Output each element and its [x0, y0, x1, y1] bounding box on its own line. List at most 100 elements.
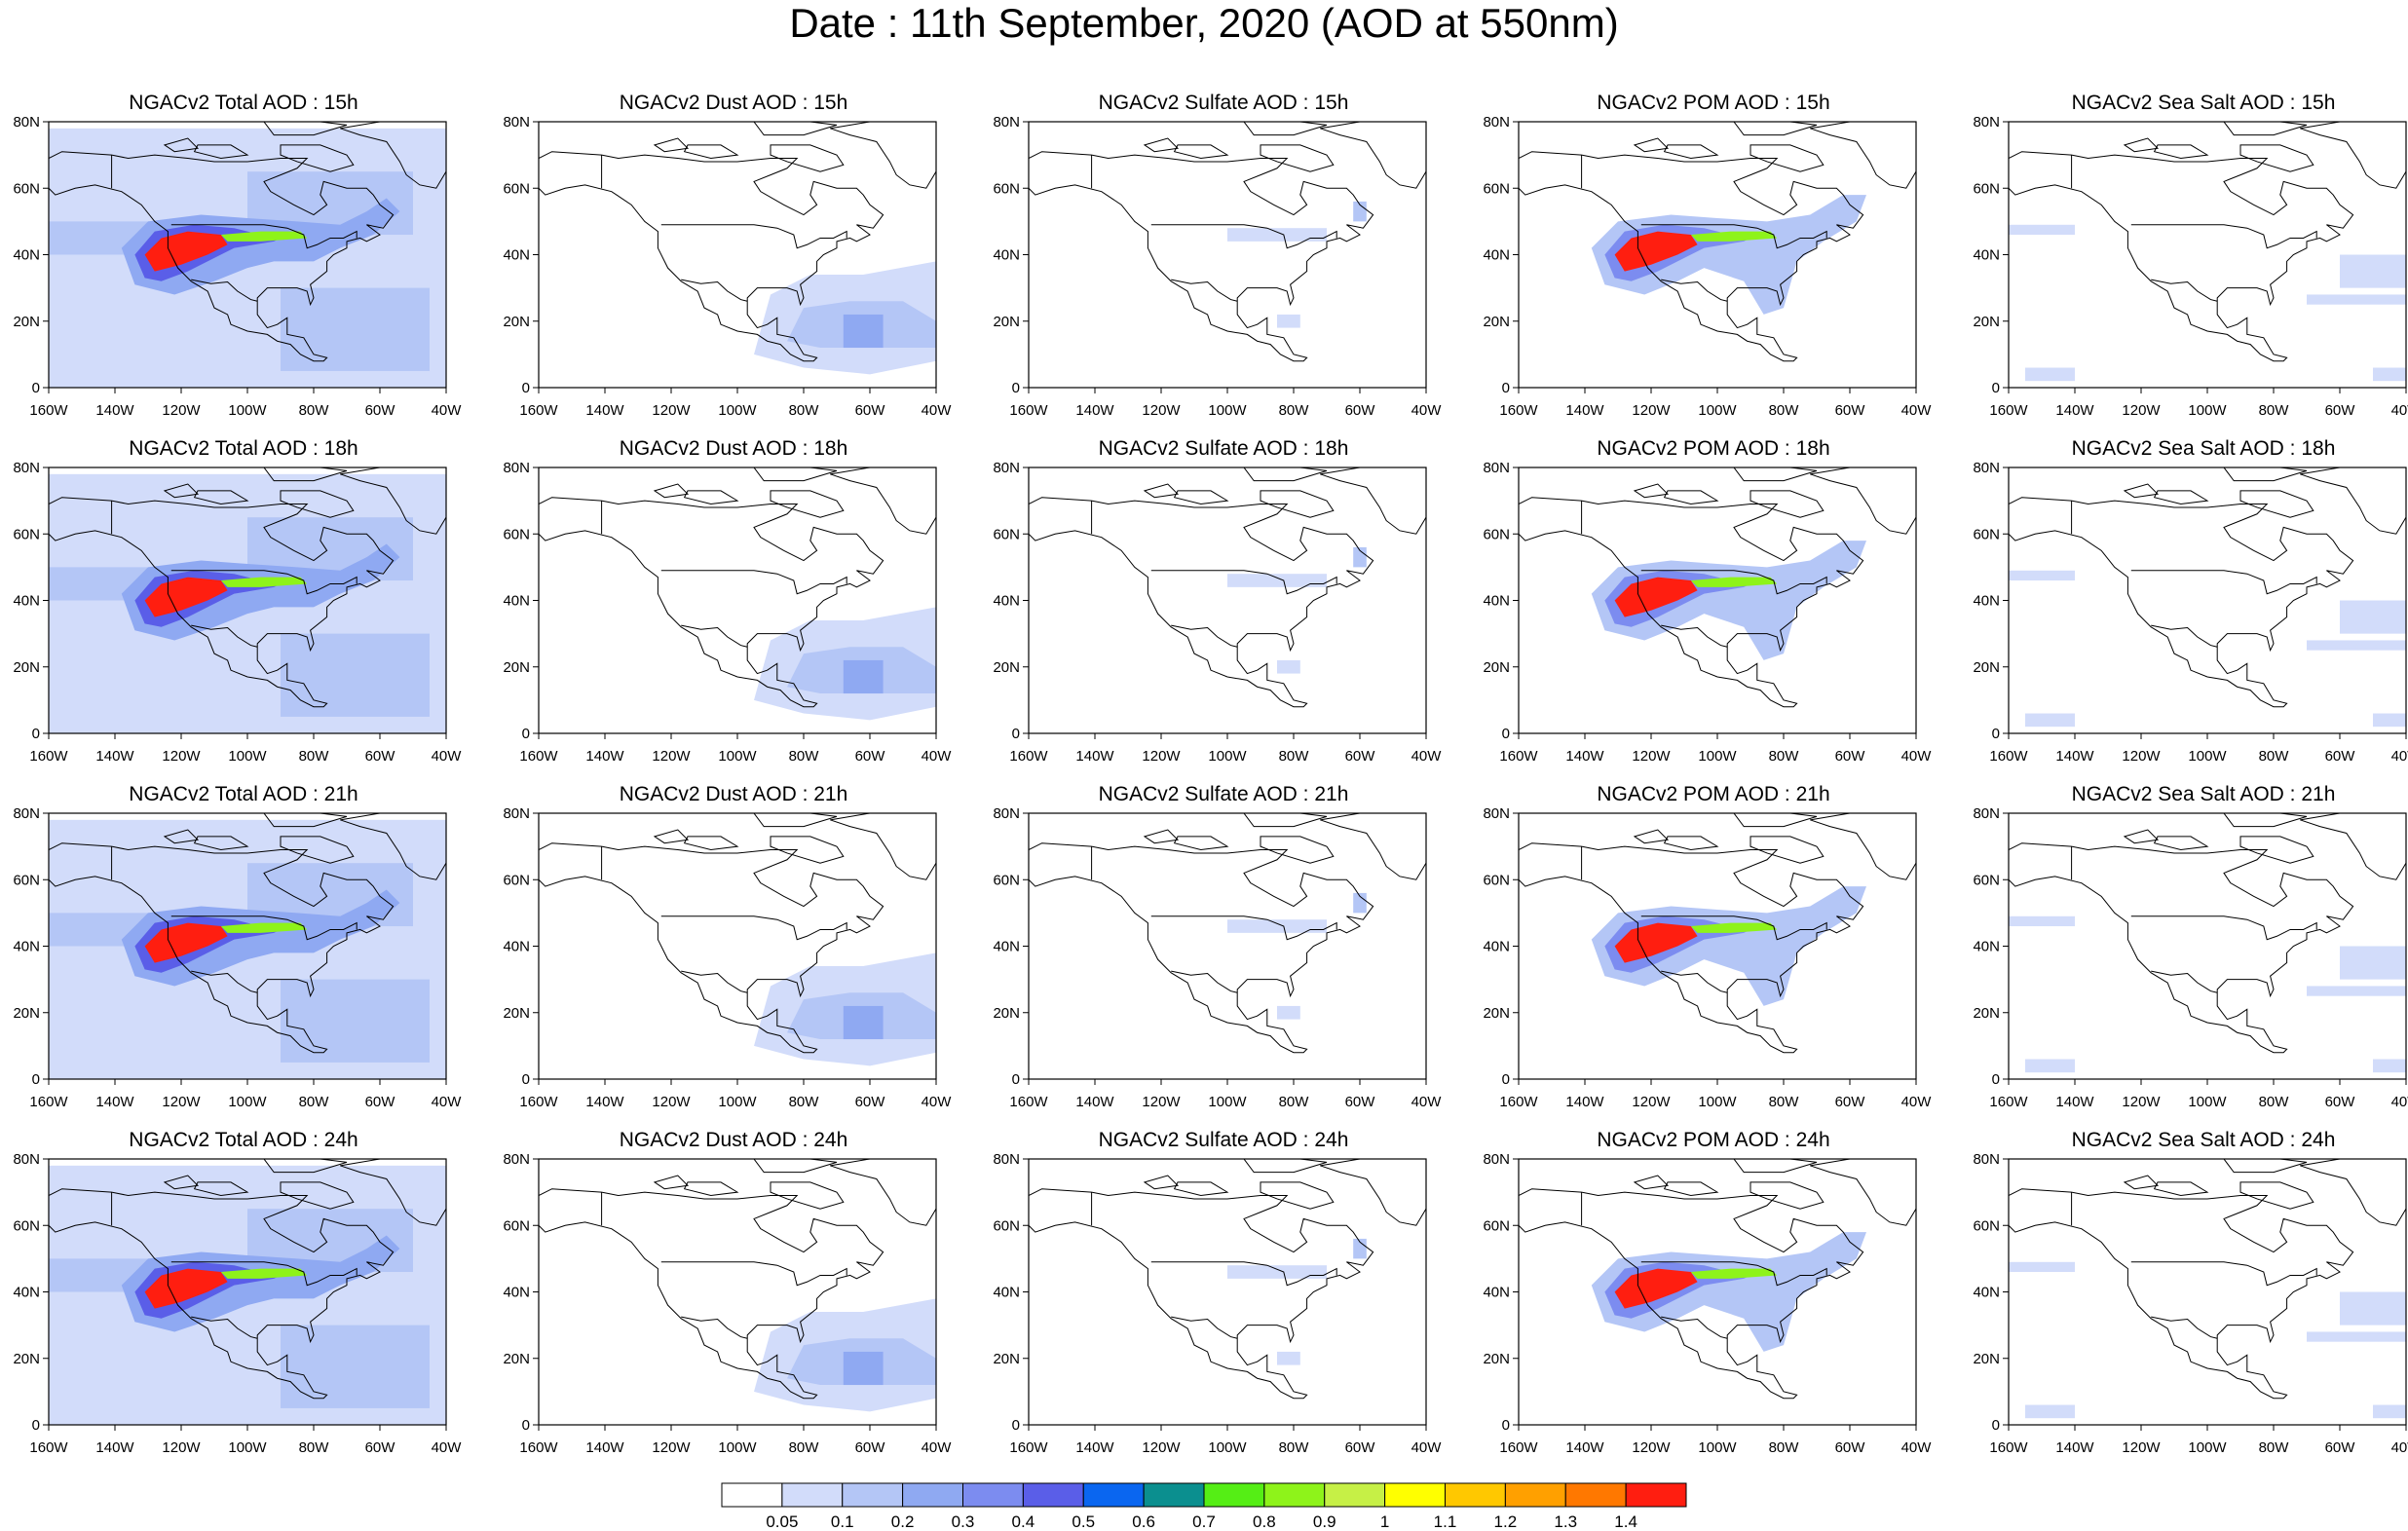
seasalt-band [2373, 1059, 2406, 1073]
plume-red [144, 577, 228, 617]
map-pom: 80N 60N 40N 20N 0 160W 140W 120W 100W 80W 60W 40W [1483, 805, 1932, 1110]
map-panel-sulfate-3: NGACv2 Sulfate AOD : 24h 80N 60N 40N 20N 0 160… [980, 1128, 1442, 1464]
lon-tick-label: 100W [228, 1094, 267, 1110]
panel-title: NGACv2 Dust AOD : 24h [619, 1129, 848, 1151]
seasalt-band [2025, 1404, 2075, 1419]
map-sulfate: 80N 60N 40N 20N 0 160W 140W 120W 100W 80W 60W 40W [993, 114, 1442, 419]
lon-tick-label: 60W [855, 402, 886, 419]
sulfate-spot [1277, 1005, 1300, 1020]
coastline [539, 497, 884, 708]
map-panel-total-1: NGACv2 Total AOD : 18h 80N 60N 40N 20N 0 160W 1… [0, 436, 462, 772]
map-content [1519, 122, 1916, 362]
lon-tick-label: 60W [2325, 402, 2356, 419]
plume-red [1614, 1268, 1698, 1309]
seasalt-band [2340, 600, 2406, 634]
lon-tick-label: 140W [2055, 748, 2094, 765]
lat-tick-label: 60N [1483, 872, 1510, 888]
coastline-island [280, 144, 355, 172]
panel-title: NGACv2 Dust AOD : 18h [619, 437, 848, 460]
colorbar-label: 0.4 [1012, 1512, 1035, 1531]
coastline [1519, 151, 1864, 362]
lon-tick-label: 80W [2259, 748, 2290, 765]
coastline-island [1173, 836, 1229, 851]
lon-tick-label: 160W [29, 402, 68, 419]
country-border [2130, 570, 2317, 595]
coastline-greenland [2300, 1159, 2406, 1226]
lon-tick-label: 140W [1565, 748, 1604, 765]
plume-green [220, 577, 308, 587]
lat-tick-label: 0 [1992, 1417, 2000, 1434]
coastline-island [2223, 813, 2308, 828]
lat-tick-label: 40N [503, 939, 530, 955]
colorbar-swatch [721, 1482, 783, 1508]
lon-tick-label: 160W [29, 1439, 68, 1456]
lon-tick-label: 120W [2122, 1439, 2161, 1456]
lat-tick-label: 40N [1483, 1285, 1510, 1301]
lat-tick-label: 0 [1502, 1071, 1510, 1088]
lat-tick-label: 60N [1973, 872, 2000, 888]
map-content [1519, 1159, 1916, 1400]
coastline [539, 151, 884, 362]
lon-tick-label: 80W [299, 1094, 330, 1110]
lon-tick-label: 160W [1009, 1094, 1048, 1110]
coastline [2009, 1188, 2354, 1400]
sulfate-band [1353, 892, 1367, 914]
lat-tick-label: 60N [993, 180, 1020, 197]
lon-tick-label: 80W [1769, 1439, 1800, 1456]
coastline-island [193, 1181, 249, 1197]
lon-tick-label: 140W [95, 748, 134, 765]
haze-band [281, 633, 430, 717]
lat-tick-label: 20N [1973, 1005, 2000, 1022]
plume-green [220, 231, 308, 242]
lat-tick-label: 0 [522, 380, 530, 396]
map-total: 80N 60N 40N 20N 0 160W 140W 120W 100W 80W 60W 40W [13, 805, 462, 1110]
colorbar-swatch [1324, 1482, 1386, 1508]
lat-tick-label: 0 [1992, 726, 2000, 742]
coastline-island [1663, 836, 1719, 851]
lon-tick-label: 60W [2325, 748, 2356, 765]
lat-tick-label: 20N [993, 1005, 1020, 1022]
coastline-island [1750, 1181, 1825, 1210]
colorbar-label: 0.8 [1253, 1512, 1276, 1531]
colorbar-label: 1.2 [1494, 1512, 1518, 1531]
lon-tick-label: 120W [652, 402, 691, 419]
map-content [1029, 122, 1426, 362]
map-dust: 80N 60N 40N 20N 0 160W 140W 120W 100W 80W 60W 40W [503, 1151, 952, 1456]
lat-tick-label: 0 [1012, 726, 1020, 742]
map-panel-seasalt-1: NGACv2 Sea Salt AOD : 18h 80N 60N 40N 20N 0 16… [1960, 436, 2408, 772]
coastline-island [1260, 144, 1335, 172]
lon-tick-label: 80W [1279, 1094, 1310, 1110]
lon-tick-label: 80W [299, 748, 330, 765]
lon-tick-label: 60W [365, 402, 396, 419]
colorbar-label: 0.2 [891, 1512, 915, 1531]
coastline-island [280, 1181, 355, 1210]
lon-tick-label: 140W [585, 1439, 624, 1456]
colorbar-label: 0.6 [1132, 1512, 1155, 1531]
lat-tick-label: 0 [32, 1071, 40, 1088]
coastline-greenland [1320, 813, 1426, 880]
panel-title: NGACv2 Dust AOD : 15h [619, 92, 848, 114]
coastline-island [1733, 1159, 1818, 1174]
country-border [1640, 915, 1827, 941]
coastline-greenland [1320, 122, 1426, 189]
lon-tick-label: 140W [1565, 1094, 1604, 1110]
lat-tick-label: 20N [1483, 1351, 1510, 1367]
panel-title: NGACv2 Sulfate AOD : 24h [1098, 1129, 1349, 1151]
lat-tick-label: 60N [1483, 180, 1510, 197]
country-border [660, 1261, 847, 1287]
map-panel-pom-3: NGACv2 POM AOD : 24h 80N 60N 40N 20N 0 160W 140… [1470, 1128, 1932, 1464]
coastline-island [263, 1159, 348, 1174]
coastline [539, 842, 884, 1054]
lon-tick-label: 100W [718, 1439, 757, 1456]
map-content [49, 467, 446, 733]
lon-tick-label: 140W [1565, 1439, 1604, 1456]
lat-tick-label: 20N [13, 1351, 40, 1367]
lon-tick-label: 80W [789, 402, 820, 419]
lat-tick-label: 60N [503, 1217, 530, 1234]
country-border [2130, 224, 2317, 249]
lon-tick-label: 60W [2325, 1439, 2356, 1456]
coastline-island [1143, 483, 1180, 499]
lat-tick-label: 80N [993, 114, 1020, 131]
country-border [1150, 1261, 1337, 1287]
lon-tick-label: 40W [1901, 748, 1933, 765]
